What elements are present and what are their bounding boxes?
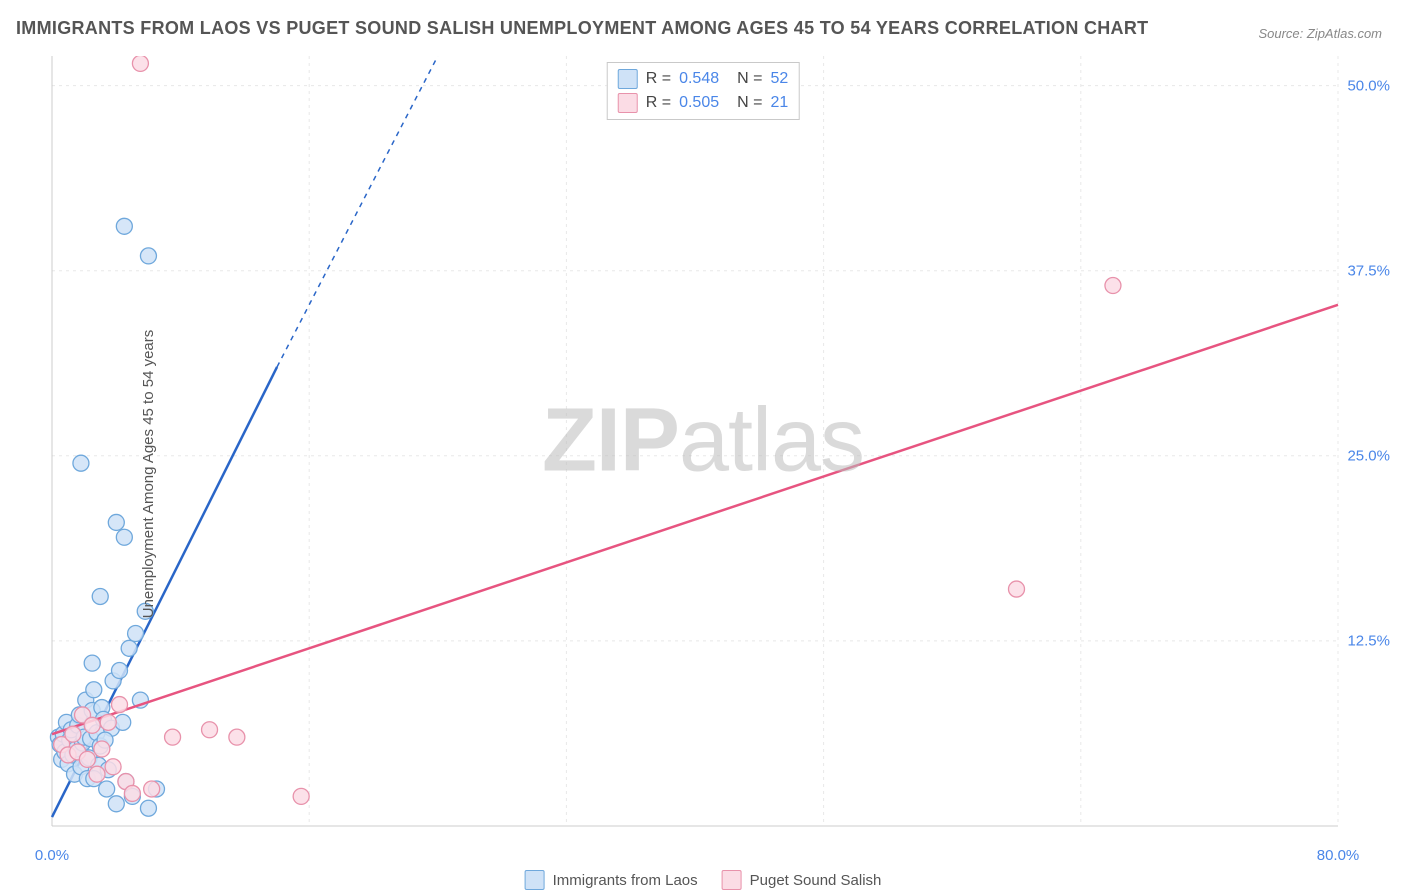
legend-r-label: R =: [646, 70, 671, 88]
legend-series-box: Immigrants from Laos Puget Sound Salish: [525, 870, 882, 890]
legend-swatch-blue: [525, 870, 545, 890]
y-tick-label: 37.5%: [1347, 262, 1390, 279]
y-tick-label: 25.0%: [1347, 447, 1390, 464]
source-credit: Source: ZipAtlas.com: [1258, 26, 1382, 41]
y-tick-label: 12.5%: [1347, 632, 1390, 649]
legend-series-item-1: Puget Sound Salish: [722, 870, 882, 890]
x-tick-label: 80.0%: [1317, 847, 1360, 864]
legend-series-label-0: Immigrants from Laos: [553, 872, 698, 889]
legend-swatch-blue: [618, 69, 638, 89]
legend-stats-box: R = 0.548 N = 52 R = 0.505 N = 21: [607, 62, 800, 120]
legend-n-label: N =: [737, 70, 762, 88]
legend-n-value-1: 21: [770, 94, 788, 112]
legend-series-label-1: Puget Sound Salish: [750, 872, 882, 889]
scatter-plot-svg: [0, 56, 1406, 892]
chart-container: Unemployment Among Ages 45 to 54 years Z…: [0, 56, 1406, 892]
x-tick-label: 0.0%: [35, 847, 69, 864]
legend-n-value-0: 52: [770, 70, 788, 88]
legend-r-label: R =: [646, 94, 671, 112]
legend-r-value-1: 0.505: [679, 94, 719, 112]
legend-r-value-0: 0.548: [679, 70, 719, 88]
legend-stats-row-1: R = 0.505 N = 21: [618, 91, 789, 115]
y-tick-label: 50.0%: [1347, 77, 1390, 94]
legend-swatch-pink: [618, 93, 638, 113]
legend-series-item-0: Immigrants from Laos: [525, 870, 698, 890]
legend-swatch-pink: [722, 870, 742, 890]
chart-title: IMMIGRANTS FROM LAOS VS PUGET SOUND SALI…: [16, 18, 1148, 39]
legend-stats-row-0: R = 0.548 N = 52: [618, 67, 789, 91]
legend-n-label: N =: [737, 94, 762, 112]
y-axis-label: Unemployment Among Ages 45 to 54 years: [140, 330, 157, 619]
